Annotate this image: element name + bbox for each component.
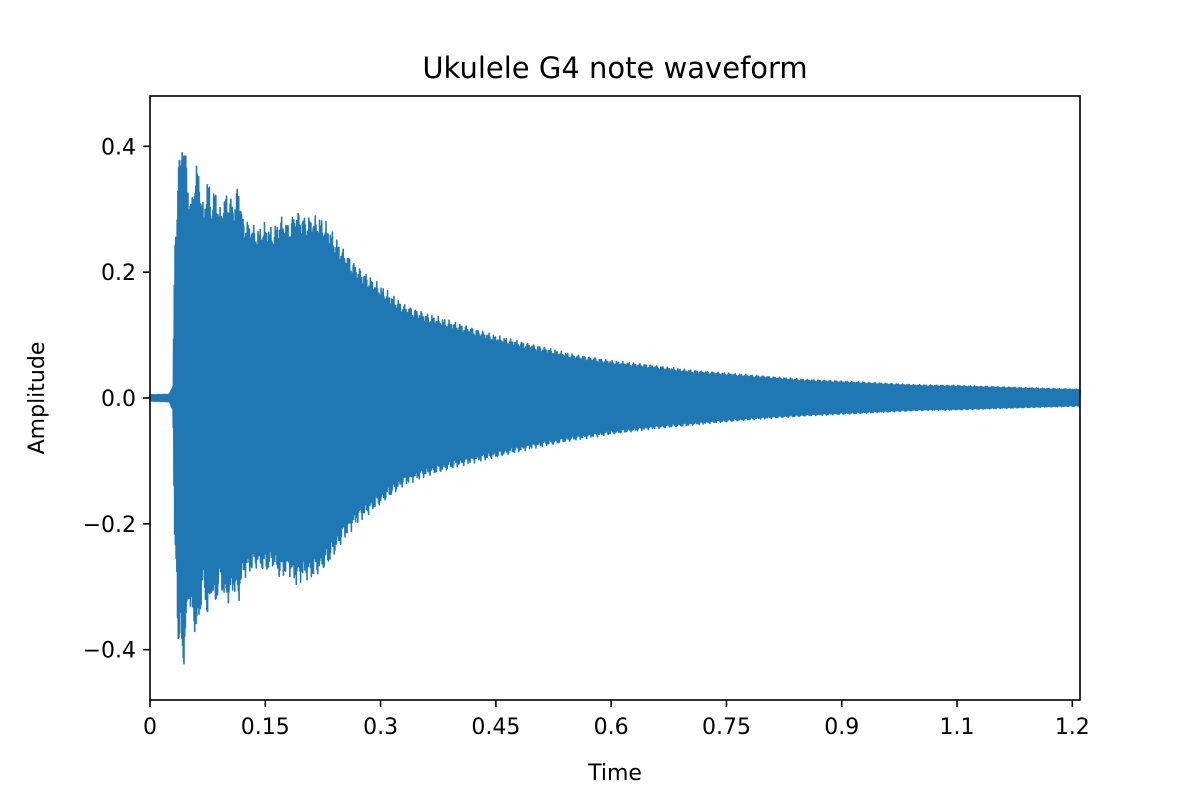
y-tick-label: 0.4 xyxy=(101,135,136,160)
x-tick-label: 0.9 xyxy=(824,715,859,740)
x-tick-label: 0.15 xyxy=(241,715,290,740)
x-tick-label: 0.3 xyxy=(363,715,398,740)
x-tick-label: 0.75 xyxy=(702,715,751,740)
y-tick-label: 0.0 xyxy=(101,387,136,412)
x-axis-label: Time xyxy=(587,761,642,786)
x-axis: 0 0.15 0.3 0.45 0.6 0.75 0.9 1.1 1.2 xyxy=(143,700,1090,740)
y-tick-label: −0.2 xyxy=(83,513,136,538)
x-tick-label: 0.45 xyxy=(471,715,520,740)
y-axis: 0.4 0.2 0.0 −0.2 −0.4 xyxy=(83,135,150,664)
waveform-series-line xyxy=(149,151,1081,665)
y-tick-label: −0.4 xyxy=(83,639,136,664)
x-tick-label: 0 xyxy=(143,715,157,740)
x-tick-label: 1.1 xyxy=(940,715,975,740)
plot-area xyxy=(149,151,1081,665)
y-axis-label: Amplitude xyxy=(25,342,50,455)
x-tick-label: 1.2 xyxy=(1055,715,1090,740)
y-tick-label: 0.2 xyxy=(101,261,136,286)
x-tick-label: 0.6 xyxy=(594,715,629,740)
chart-title: Ukulele G4 note waveform xyxy=(422,51,807,85)
